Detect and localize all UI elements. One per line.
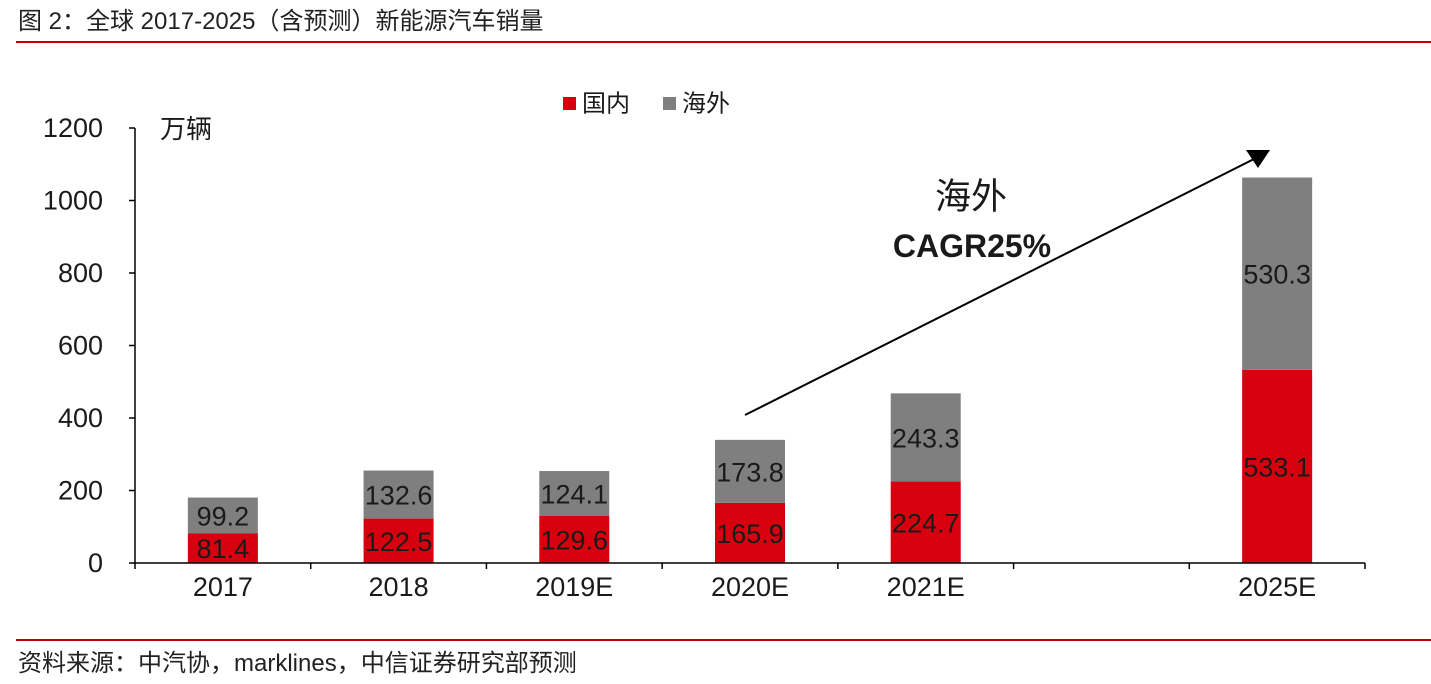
data-label-domestic-2025e: 533.1 [1243,452,1311,482]
x-tick-label-2021e: 2021E [887,572,965,602]
data-label-overseas-2020e: 173.8 [716,457,784,487]
data-label-overseas-2017: 99.2 [197,502,250,532]
y-tick-label-800: 800 [58,258,103,288]
trend-arrow-line [744,158,1255,416]
x-tick-label-2019e: 2019E [535,572,613,602]
x-tick-label-2018: 2018 [369,572,429,602]
bar-domestic-2020e [715,502,785,563]
bar-overseas-2019e [539,471,610,517]
bar-overseas-2020e [715,439,785,503]
footer-divider [16,639,1431,641]
x-tick-label-2025e: 2025E [1238,572,1316,602]
data-label-domestic-2019e: 129.6 [540,526,608,556]
annotation-label: 海外 [935,176,1007,217]
bar-domestic-2018 [363,518,434,563]
y-tick-label-0: 0 [88,548,103,578]
legend-label-overseas: 海外 [682,91,730,118]
header-divider [16,41,1431,43]
legend-swatch-overseas [663,97,676,110]
y-axis: 0 200 400 600 800 1000 1200 [43,113,136,578]
bar-domestic-2025e [1242,369,1313,563]
bar-overseas-2021e [890,393,961,482]
data-label-domestic-2020e: 165.9 [716,519,784,549]
data-label-domestic-2017: 81.4 [197,534,250,564]
bar-overseas-2017 [187,497,258,534]
y-tick-label-600: 600 [58,331,103,361]
y-tick-label-400: 400 [58,403,103,433]
data-label-overseas-2018: 132.6 [365,481,433,511]
growth-annotation: 海外 CAGR25% [744,150,1270,416]
figure-title: 图 2：全球 2017-2025（含预测）新能源汽车销量 [18,8,544,35]
bar-domestic-2017 [187,533,258,563]
y-axis-unit: 万辆 [160,114,212,144]
y-tick-label-1000: 1000 [43,186,103,216]
legend: 国内 海外 [563,91,730,118]
bar-domestic-2021e [890,481,961,563]
trend-arrowhead-icon [1246,150,1270,168]
data-label-domestic-2021e: 224.7 [892,508,960,538]
data-label-overseas-2019e: 124.1 [540,480,608,510]
data-label-domestic-2018: 122.5 [365,527,433,557]
bar-series: 81.499.2 122.5 132.6 129.6 124.1 165.9 173.8 22… [187,177,1313,564]
x-tick-label-2017: 2017 [193,572,253,602]
y-tick-label-200: 200 [58,476,103,506]
bar-overseas-2018 [363,470,434,519]
legend-swatch-domestic [563,97,576,110]
data-label-overseas-2025e: 530.3 [1243,260,1311,290]
annotation-cagr: CAGR25% [893,228,1051,264]
x-axis: 2017 2018 2019E 2020E 2021E 2025E [134,562,1366,602]
y-tick-label-1200: 1200 [43,113,103,143]
legend-label-domestic: 国内 [582,91,630,118]
x-tick-label-2020e: 2020E [711,572,789,602]
data-label-overseas-2021e: 243.3 [892,423,960,453]
source-note: 资料来源：中汽协，marklines，中信证券研究部预测 [18,650,577,677]
bar-overseas-2025e [1242,177,1313,370]
bar-domestic-2019e [539,516,610,563]
